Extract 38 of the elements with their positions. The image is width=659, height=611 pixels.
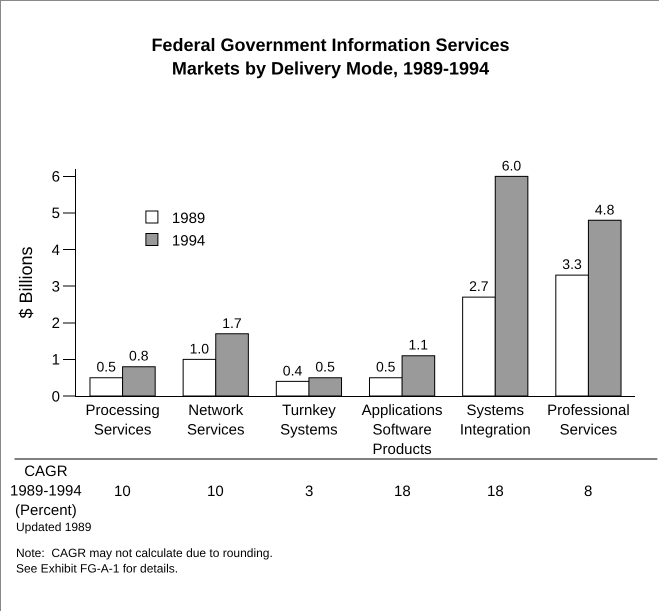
text: CAGR 1989-1994 (Percent) [10,463,82,519]
y-tick-label: 6 [52,168,60,186]
x-tick-label: Processing Services [85,402,160,438]
y-tick-label: 4 [52,242,60,259]
data-label: 0.4 [282,362,302,378]
y-tick-label: 1 [52,352,60,369]
legend-label: 1994 [172,232,206,250]
x-tick-label: Network Services [186,402,245,438]
data-label: 1.7 [222,314,242,331]
y-tick-label: 2 [52,315,60,332]
text: 10 [207,483,224,500]
chart-title: Federal Government Information Services Markets by Delivery Mode, 1989-1994 [151,35,510,78]
y-tick-label: 5 [52,205,60,222]
data-label: 0.8 [129,348,149,364]
data-label: 1.1 [408,336,428,353]
data-label: 0.5 [376,358,396,375]
text: 8 [584,483,592,500]
text: Updated 1989 [16,520,92,534]
data-label: 0.5 [315,358,336,375]
x-tick-label: Applications Software Products [362,402,443,458]
data-label: 0.5 [96,358,116,375]
y-axis-title: $ Billions [16,246,36,319]
y-tick-label: 0 [52,388,60,406]
text: 18 [487,483,504,500]
text: Note: CAGR may not calculate due to rounding. See Exhibit FG-A-1 for details. [16,546,273,576]
legend-label: 1989 [172,210,206,227]
text: 18 [394,483,411,500]
text: 10 [114,483,131,500]
text: 3 [305,483,314,500]
data-label: 1.0 [190,340,210,356]
data-label: 6.0 [502,157,522,174]
data-label: 4.8 [594,201,615,218]
data-label: 2.7 [469,278,489,294]
x-tick-label: Turnkey Systems [280,402,338,438]
y-tick-label: 3 [52,278,60,296]
data-label: 3.3 [562,256,582,272]
x-tick-label: Systems Integration [460,402,531,438]
x-tick-label: Professional Services [547,402,630,438]
